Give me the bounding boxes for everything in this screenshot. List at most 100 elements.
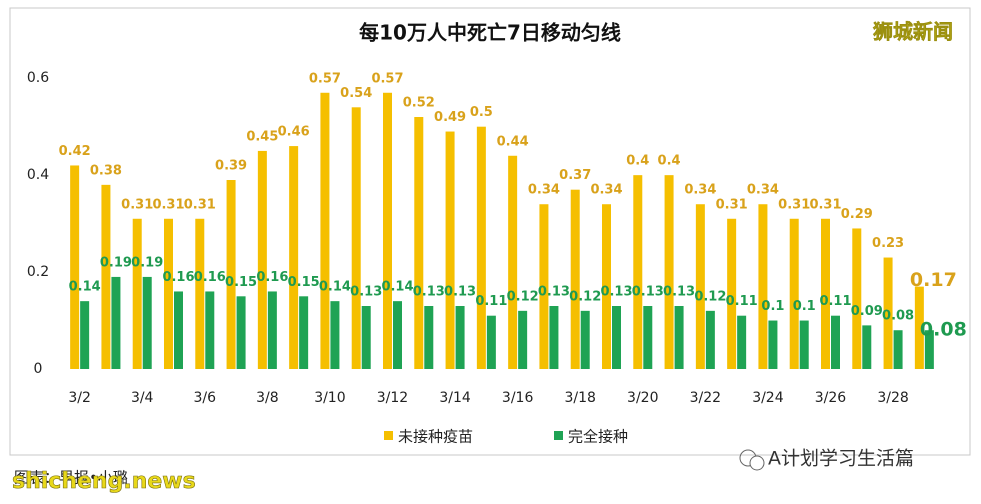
bar [299,296,309,369]
data-label: 0.45 [246,129,278,144]
bar [476,126,486,369]
bar [727,218,737,369]
data-label: 0.34 [747,183,779,198]
data-label: 0.46 [278,125,310,140]
data-label: 0.34 [590,183,622,198]
chart-title: 每10万人中死亡7日移动匀线 [359,21,621,45]
x-tick-label: 3/6 [194,390,217,406]
bar [80,301,90,369]
data-label: 0.34 [684,183,716,198]
bar [226,180,236,369]
data-label: 0.57 [309,71,341,86]
bar [831,315,840,369]
bar [142,276,152,369]
bar [518,310,528,369]
data-label: 0.54 [340,86,372,101]
data-label: 0.49 [434,110,466,125]
bar [455,306,465,369]
bar [445,131,455,369]
data-label: 0.12 [569,289,601,304]
legend-swatch [384,431,393,440]
x-tick-label: 3/14 [439,390,471,406]
bar [164,218,173,369]
data-label: 0.31 [121,197,153,212]
data-label: 0.29 [841,207,873,222]
bar [289,146,299,369]
data-label: 0.13 [444,285,476,300]
data-label: 0.12 [694,289,726,304]
data-label: 0.11 [475,294,507,309]
data-label: 0.13 [632,285,664,300]
x-tick-label: 3/12 [377,390,408,406]
data-label: 0.08 [920,319,967,341]
bar [674,306,684,369]
data-label: 0.31 [809,197,841,212]
bar [205,291,215,369]
data-label: 0.16 [162,270,194,285]
data-label: 0.52 [403,96,435,111]
bar [570,189,580,369]
y-tick-label: 0 [34,361,43,377]
wechat-icon [749,455,765,471]
data-label: 0.39 [215,159,247,174]
bar [383,92,392,370]
bar [330,301,340,369]
x-tick-label: 3/4 [131,390,154,406]
data-label: 0.16 [256,270,288,285]
x-tick-label: 3/2 [68,390,91,406]
bar [758,204,768,369]
data-label: 0.42 [59,144,91,159]
bar [852,228,862,369]
data-label: 0.08 [882,309,914,324]
bar [195,218,205,369]
bar [257,150,267,369]
legend-label: 未接种疫苗 [398,428,473,446]
x-tick-label: 3/16 [502,390,534,406]
watermark: A计划学习生活篇 [768,448,914,470]
data-label: 0.19 [131,255,163,270]
bar [643,306,653,369]
bar [393,301,402,369]
data-label: 0.57 [371,71,403,86]
bar [174,291,183,369]
data-label: 0.12 [507,289,539,304]
y-tick-label: 0.2 [27,264,49,280]
bar [914,286,924,369]
data-label: 0.23 [872,236,904,251]
bar [768,320,778,369]
bar [549,306,559,369]
data-label: 0.15 [225,275,257,290]
x-tick-label: 3/10 [314,390,345,406]
bar [351,107,361,370]
bar [320,92,330,370]
data-label: 0.5 [470,105,493,120]
data-label: 0.13 [350,285,382,300]
x-tick-label: 3/20 [627,390,658,406]
data-label: 0.38 [90,163,122,178]
legend-swatch [554,431,563,440]
data-label: 0.31 [778,197,810,212]
bar [424,306,434,369]
data-label: 0.1 [793,299,816,314]
data-label: 0.31 [716,197,748,212]
bar [101,184,111,369]
data-label: 0.13 [663,285,695,300]
data-label: 0.14 [69,280,101,295]
bar [361,306,371,369]
data-label: 0.4 [658,154,681,169]
bar [414,117,424,369]
x-tick-label: 3/26 [815,390,847,406]
data-label: 0.31 [184,197,216,212]
x-tick-label: 3/24 [752,390,784,406]
data-label: 0.13 [413,285,445,300]
legend-label: 完全接种 [568,428,628,446]
bar [924,330,934,369]
bar [821,218,830,369]
x-tick-label: 3/28 [877,390,908,406]
data-label: 0.31 [152,197,184,212]
bar [883,257,893,369]
source: 图表：早报•小璐 [14,469,128,487]
x-tick-label: 3/8 [256,390,279,406]
bar [737,315,747,369]
